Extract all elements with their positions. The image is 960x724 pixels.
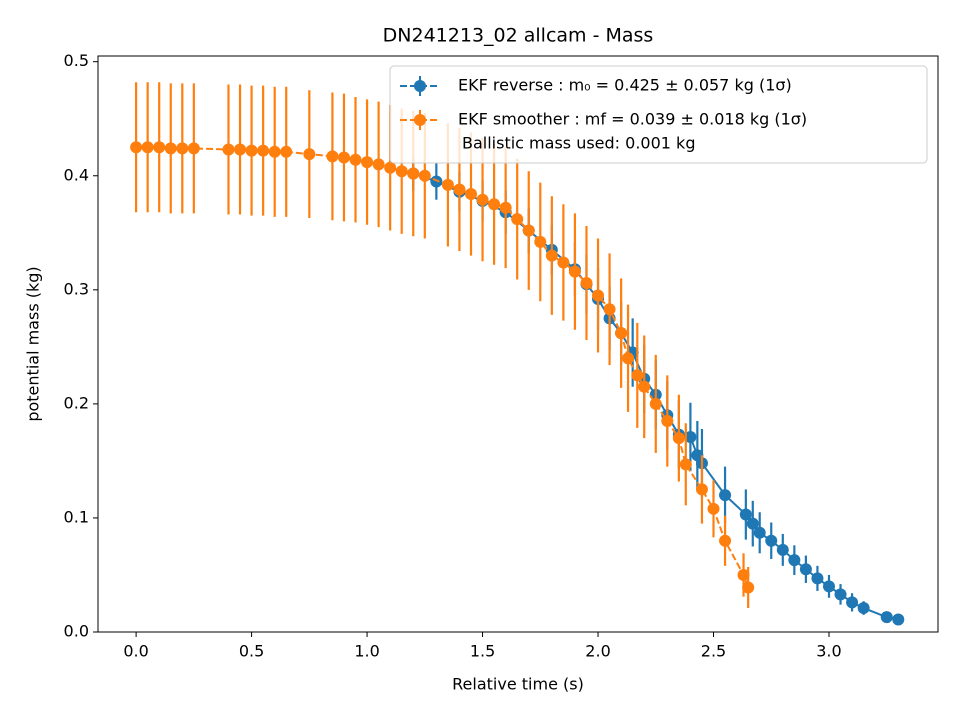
marker <box>488 198 501 211</box>
marker <box>679 458 692 471</box>
marker <box>222 143 235 156</box>
marker <box>846 596 859 609</box>
marker <box>649 397 662 410</box>
marker <box>176 142 189 155</box>
legend-box <box>389 65 928 164</box>
legend-label: EKF smoother : mf = 0.039 ± 0.018 kg (1σ… <box>458 110 807 129</box>
marker <box>545 249 558 262</box>
x-tick-label: 3.0 <box>816 642 841 661</box>
marker <box>822 580 835 593</box>
marker <box>672 432 685 445</box>
marker <box>580 276 593 289</box>
marker <box>441 178 454 191</box>
marker <box>164 142 177 155</box>
marker <box>522 224 535 237</box>
x-tick-label: 1.0 <box>354 642 379 661</box>
marker <box>739 508 752 521</box>
y-tick-label: 0.5 <box>64 51 89 70</box>
marker <box>141 141 154 154</box>
y-tick-label: 0.1 <box>64 507 89 526</box>
marker <box>153 141 166 154</box>
marker <box>499 201 512 214</box>
x-tick-label: 2.0 <box>585 642 610 661</box>
marker <box>245 144 258 157</box>
marker <box>337 151 350 164</box>
marker <box>799 563 812 576</box>
marker <box>622 352 635 365</box>
x-tick-label: 1.5 <box>470 642 495 661</box>
marker <box>418 169 431 182</box>
marker <box>534 235 547 248</box>
marker <box>684 430 697 443</box>
marker <box>476 193 489 206</box>
marker <box>453 183 466 196</box>
legend-marker <box>414 114 426 126</box>
marker <box>187 142 200 155</box>
marker <box>834 588 847 601</box>
marker <box>695 483 708 496</box>
marker <box>130 141 143 154</box>
y-tick-label: 0.3 <box>64 279 89 298</box>
marker <box>384 161 397 174</box>
marker <box>753 526 766 539</box>
marker <box>661 414 674 427</box>
marker <box>464 188 477 201</box>
y-tick-label: 0.0 <box>64 622 89 641</box>
marker <box>631 369 644 382</box>
marker <box>615 327 628 340</box>
marker <box>765 534 778 547</box>
marker <box>719 489 732 502</box>
marker <box>880 611 893 624</box>
marker <box>638 380 651 393</box>
marker <box>430 175 443 188</box>
y-tick-label: 0.2 <box>64 393 89 412</box>
x-tick-label: 0.0 <box>123 642 148 661</box>
marker <box>268 145 281 158</box>
chart-title: DN241213_02 allcam - Mass <box>383 25 654 47</box>
marker <box>372 158 385 171</box>
marker <box>737 568 750 581</box>
marker <box>788 554 801 567</box>
marker <box>234 143 247 156</box>
marker <box>303 148 316 161</box>
marker <box>857 602 870 615</box>
marker <box>603 303 616 316</box>
marker <box>349 153 362 166</box>
marker <box>280 145 293 158</box>
marker <box>257 144 270 157</box>
x-axis-label: Relative time (s) <box>452 675 584 694</box>
marker <box>407 167 420 180</box>
marker <box>511 213 524 226</box>
marker <box>746 517 759 530</box>
marker <box>892 613 905 626</box>
axes-frame <box>97 55 939 633</box>
legend-marker <box>414 80 426 92</box>
marker <box>361 156 374 169</box>
marker <box>568 265 581 278</box>
marker <box>326 150 339 163</box>
marker <box>742 581 755 594</box>
x-tick-label: 2.5 <box>701 642 726 661</box>
marker <box>811 572 824 585</box>
legend-note: Ballistic mass used: 0.001 kg <box>462 134 695 153</box>
y-tick-label: 0.4 <box>64 165 89 184</box>
marker <box>707 502 720 515</box>
marker <box>719 534 732 547</box>
marker <box>395 165 408 178</box>
marker <box>592 289 605 302</box>
marker <box>557 256 570 269</box>
legend-label: EKF reverse : m₀ = 0.425 ± 0.057 kg (1σ) <box>458 76 792 95</box>
y-axis-label: potential mass (kg) <box>24 266 43 421</box>
marker <box>776 543 789 556</box>
x-tick-label: 0.5 <box>239 642 264 661</box>
